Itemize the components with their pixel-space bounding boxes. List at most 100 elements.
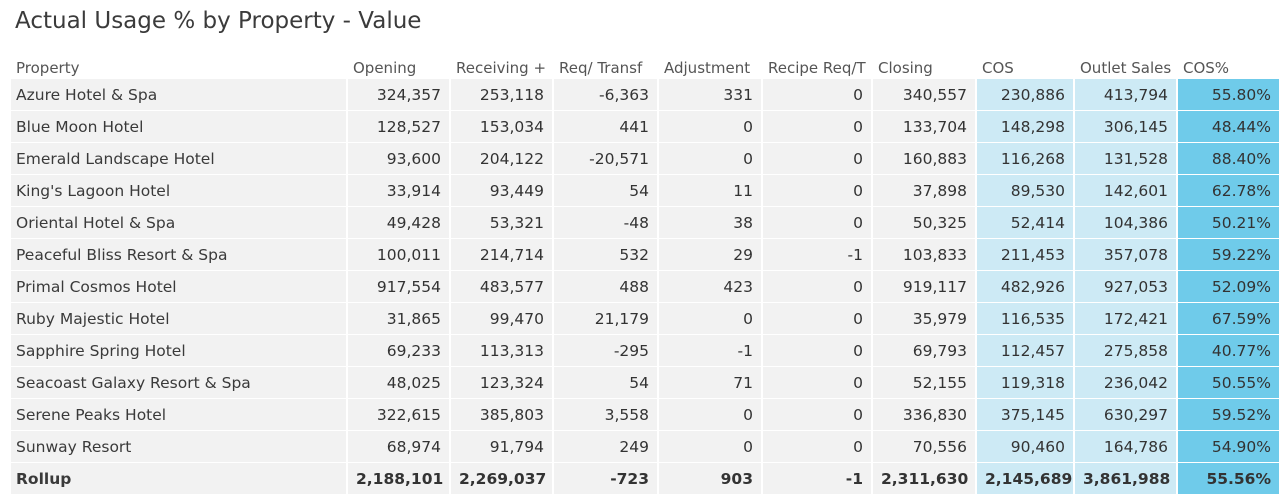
cos-pct-cell: 59.22% (1178, 239, 1281, 271)
cos-cell: 112,457 (977, 335, 1075, 367)
cos-pct-cell: 40.77% (1178, 335, 1281, 367)
adjustment-cell: 423 (659, 271, 763, 303)
outlet-sales-cell: 413,794 (1075, 79, 1178, 111)
table-row[interactable]: Oriental Hotel & Spa 49,428 53,321 -48 3… (11, 207, 1281, 239)
req-transf-cell: 21,179 (554, 303, 659, 335)
table-row[interactable]: Primal Cosmos Hotel 917,554 483,577 488 … (11, 271, 1281, 303)
property-cell: Serene Peaks Hotel (11, 399, 348, 431)
column-header-req-transf[interactable]: Req/ Transf (559, 59, 643, 77)
req-transf-cell: 54 (554, 367, 659, 399)
rollup-req-transf-cell: -723 (554, 463, 659, 495)
req-transf-cell: 488 (554, 271, 659, 303)
closing-cell: 336,830 (873, 399, 977, 431)
column-header-opening[interactable]: Opening (353, 59, 417, 77)
adjustment-cell: 0 (659, 303, 763, 335)
outlet-sales-cell: 357,078 (1075, 239, 1178, 271)
closing-cell: 160,883 (873, 143, 977, 175)
closing-cell: 70,556 (873, 431, 977, 463)
outlet-sales-cell: 104,386 (1075, 207, 1178, 239)
adjustment-cell: 331 (659, 79, 763, 111)
adjustment-cell: 0 (659, 111, 763, 143)
closing-cell: 50,325 (873, 207, 977, 239)
table-row[interactable]: Serene Peaks Hotel 322,615 385,803 3,558… (11, 399, 1281, 431)
rollup-cos-cell: 2,145,689 (977, 463, 1075, 495)
table-row[interactable]: Peaceful Bliss Resort & Spa 100,011 214,… (11, 239, 1281, 271)
table-body: Azure Hotel & Spa 324,357 253,118 -6,363… (11, 79, 1281, 495)
opening-cell: 93,600 (348, 143, 451, 175)
closing-cell: 52,155 (873, 367, 977, 399)
column-header-recipe-req[interactable]: Recipe Req/T (768, 59, 866, 77)
table-row[interactable]: Sapphire Spring Hotel 69,233 113,313 -29… (11, 335, 1281, 367)
property-cell: Sunway Resort (11, 431, 348, 463)
table-row[interactable]: Emerald Landscape Hotel 93,600 204,122 -… (11, 143, 1281, 175)
table-row[interactable]: Sunway Resort 68,974 91,794 249 0 0 70,5… (11, 431, 1281, 463)
rollup-receiving-cell: 2,269,037 (451, 463, 554, 495)
table-row[interactable]: King's Lagoon Hotel 33,914 93,449 54 11 … (11, 175, 1281, 207)
adjustment-cell: 0 (659, 143, 763, 175)
receiving-cell: 99,470 (451, 303, 554, 335)
adjustment-cell: 29 (659, 239, 763, 271)
cos-pct-cell: 59.52% (1178, 399, 1281, 431)
adjustment-cell: 38 (659, 207, 763, 239)
opening-cell: 31,865 (348, 303, 451, 335)
column-header-cos-pct[interactable]: COS% (1183, 59, 1230, 77)
column-header-property[interactable]: Property (16, 59, 80, 77)
opening-cell: 100,011 (348, 239, 451, 271)
cos-cell: 375,145 (977, 399, 1075, 431)
req-transf-cell: 441 (554, 111, 659, 143)
opening-cell: 917,554 (348, 271, 451, 303)
recipe-req-cell: 0 (763, 111, 873, 143)
closing-cell: 919,117 (873, 271, 977, 303)
cos-pct-cell: 88.40% (1178, 143, 1281, 175)
closing-cell: 35,979 (873, 303, 977, 335)
cos-cell: 90,460 (977, 431, 1075, 463)
recipe-req-cell: 0 (763, 303, 873, 335)
property-cell: King's Lagoon Hotel (11, 175, 348, 207)
recipe-req-cell: 0 (763, 175, 873, 207)
cos-pct-cell: 54.90% (1178, 431, 1281, 463)
rollup-row[interactable]: Rollup 2,188,101 2,269,037 -723 903 -1 2… (11, 463, 1281, 495)
req-transf-cell: -48 (554, 207, 659, 239)
column-header-cos[interactable]: COS (982, 59, 1014, 77)
req-transf-cell: -6,363 (554, 79, 659, 111)
cos-pct-cell: 48.44% (1178, 111, 1281, 143)
table-row[interactable]: Seacoast Galaxy Resort & Spa 48,025 123,… (11, 367, 1281, 399)
cos-cell: 211,453 (977, 239, 1075, 271)
adjustment-cell: 11 (659, 175, 763, 207)
rollup-label: Rollup (11, 463, 348, 495)
recipe-req-cell: 0 (763, 207, 873, 239)
property-cell: Emerald Landscape Hotel (11, 143, 348, 175)
req-transf-cell: 3,558 (554, 399, 659, 431)
opening-cell: 48,025 (348, 367, 451, 399)
column-header-closing[interactable]: Closing (878, 59, 933, 77)
outlet-sales-cell: 164,786 (1075, 431, 1178, 463)
column-header-adjustment[interactable]: Adjustment (664, 59, 751, 77)
req-transf-cell: 54 (554, 175, 659, 207)
column-header-receiving[interactable]: Receiving + (456, 59, 547, 77)
req-transf-cell: 532 (554, 239, 659, 271)
opening-cell: 322,615 (348, 399, 451, 431)
outlet-sales-cell: 630,297 (1075, 399, 1178, 431)
table-row[interactable]: Blue Moon Hotel 128,527 153,034 441 0 0 … (11, 111, 1281, 143)
rollup-closing-cell: 2,311,630 (873, 463, 977, 495)
cos-cell: 116,535 (977, 303, 1075, 335)
property-cell: Sapphire Spring Hotel (11, 335, 348, 367)
outlet-sales-cell: 172,421 (1075, 303, 1178, 335)
receiving-cell: 91,794 (451, 431, 554, 463)
table-row[interactable]: Ruby Majestic Hotel 31,865 99,470 21,179… (11, 303, 1281, 335)
property-cell: Primal Cosmos Hotel (11, 271, 348, 303)
cos-cell: 116,268 (977, 143, 1075, 175)
req-transf-cell: -295 (554, 335, 659, 367)
adjustment-cell: 0 (659, 431, 763, 463)
cos-pct-cell: 52.09% (1178, 271, 1281, 303)
outlet-sales-cell: 306,145 (1075, 111, 1178, 143)
outlet-sales-cell: 142,601 (1075, 175, 1178, 207)
rollup-outlet-sales-cell: 3,861,988 (1075, 463, 1178, 495)
receiving-cell: 214,714 (451, 239, 554, 271)
receiving-cell: 204,122 (451, 143, 554, 175)
recipe-req-cell: 0 (763, 143, 873, 175)
property-cell: Blue Moon Hotel (11, 111, 348, 143)
table-row[interactable]: Azure Hotel & Spa 324,357 253,118 -6,363… (11, 79, 1281, 111)
column-header-outlet-sales[interactable]: Outlet Sales (1080, 59, 1172, 77)
req-transf-cell: -20,571 (554, 143, 659, 175)
